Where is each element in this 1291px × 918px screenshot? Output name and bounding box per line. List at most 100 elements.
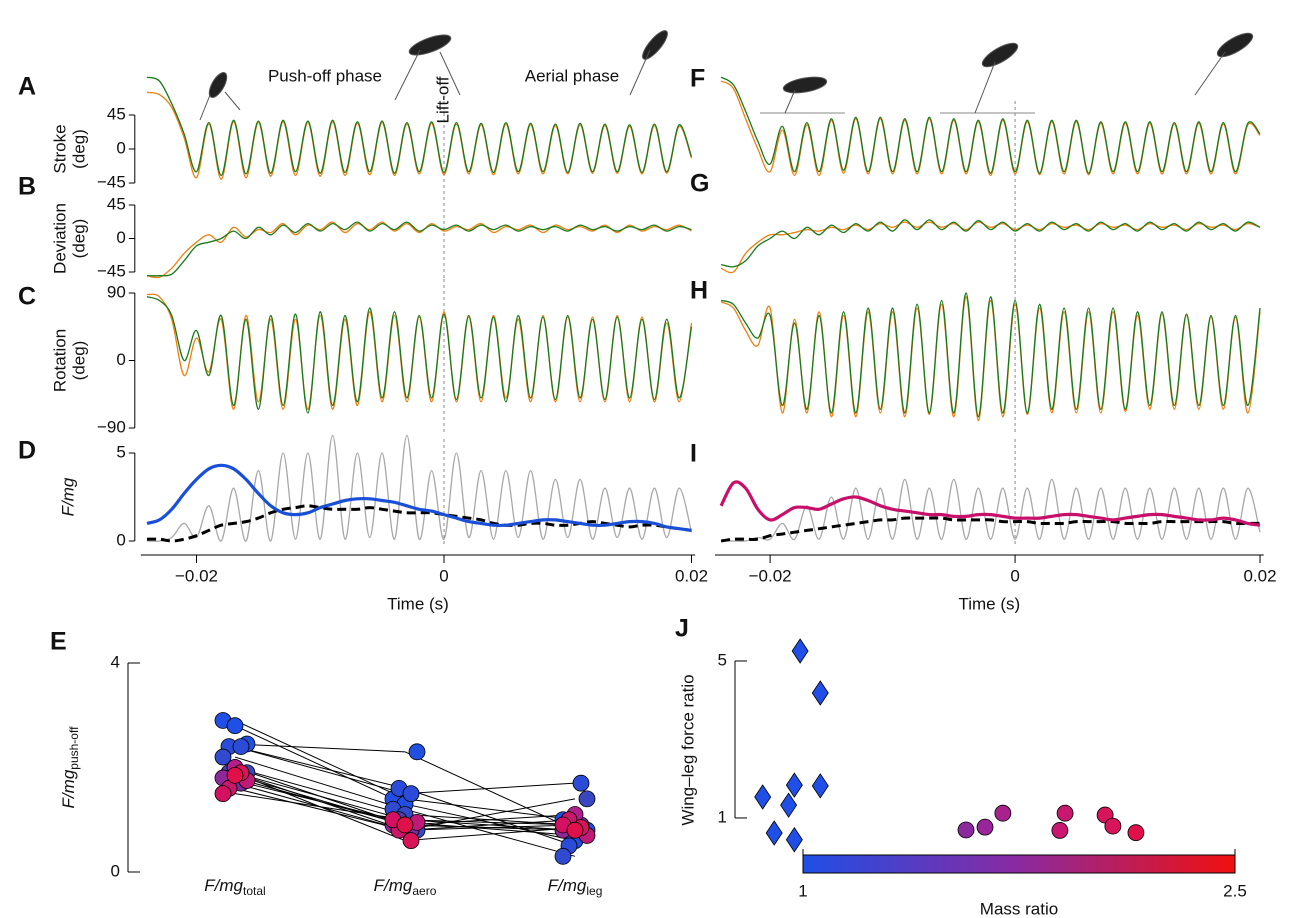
y-tick-label: 4 [111,652,120,671]
y-tick-label: 5 [718,650,727,669]
point [554,847,572,865]
panel-label: D [18,437,36,465]
x-tick-label-main: F/mg [204,876,243,895]
series-line [146,221,692,279]
colorbar-tick-label: 1 [798,881,807,900]
series-line [720,296,1261,422]
x-tick-label: −0.02 [175,566,218,585]
mosquito-leg [439,51,461,96]
point-diamond [754,784,772,810]
colorbar [802,854,1236,874]
y-tick-label: 0 [116,350,125,369]
series-line [720,516,1260,543]
series-line [720,219,1261,268]
point-diamond [811,773,829,799]
panel-label: C [18,283,36,311]
y-axis-label-main: F/mg [59,769,78,808]
y-tick-label: −45 [97,261,126,280]
point [566,821,584,839]
point [214,785,232,803]
y-tick-label: 0 [111,861,120,880]
x-tick-label-sub: leg [586,884,602,898]
panel-label: G [690,170,709,198]
series-line [146,76,693,177]
mosquito [408,34,452,56]
panel-label: J [675,615,689,643]
mosquito [642,30,668,60]
point [408,743,426,761]
y-axis-label: (deg) [69,129,88,169]
point-circle [957,821,975,839]
point [232,738,250,755]
point-diamond [811,680,829,706]
panel-label: H [690,277,708,305]
mosquito-leg [629,49,651,96]
mosquito [981,42,1019,68]
y-tick-label: 1 [718,807,727,826]
x-tick-label-sub: total [243,884,266,898]
point-diamond [780,792,798,818]
mosquito-leg [199,94,211,121]
point [572,774,590,792]
panel-label: B [18,173,36,201]
y-tick-label: 0 [116,138,125,157]
x-tick-label: F/mgaero [374,876,437,898]
point-circle [1051,822,1069,839]
x-tick-label: 0.02 [675,566,708,585]
series-line [146,434,693,542]
point-diamond [791,638,809,664]
y-axis-label: F/mgpush-off [59,726,81,809]
point [226,766,244,784]
y-axis-label-sub: push-off [67,726,81,770]
point-diamond [765,820,783,846]
mosquito-leg [1194,51,1226,96]
y-tick-label: 0 [116,530,125,549]
x-tick-label: 0 [439,566,448,585]
point [226,717,244,735]
y-axis-label: Rotation [50,329,69,392]
x-tick-label: −0.02 [749,566,792,585]
connector [234,743,576,831]
point [396,816,414,834]
panel-label: E [50,628,67,656]
panel-label: A [18,73,36,101]
colorbar-tick-label: 2.5 [1223,881,1247,900]
point [214,748,232,766]
y-axis-label: Deviation [50,203,69,274]
mosquito-leg [784,89,796,114]
y-tick-label: 0 [116,228,125,247]
series-line [720,76,1261,174]
x-tick-label-main: F/mg [374,876,413,895]
x-tick-label-main: F/mg [548,876,587,895]
x-tick-label: 0 [1010,566,1019,585]
y-axis-label: F/mg [58,477,77,516]
x-tick-label-sub: aero [412,884,436,898]
mosquito [1216,32,1254,58]
point-diamond [785,772,803,798]
colorbar-label: Mass ratio [980,899,1058,918]
x-tick-label: 0.02 [1243,566,1276,585]
point [402,832,420,850]
point-circle [1056,804,1074,822]
y-axis-label: (deg) [69,341,88,381]
series-line [146,504,692,543]
y-axis-label: Wing–leg force ratio [678,674,697,825]
series-line [146,296,693,414]
x-tick-label: F/mgleg [548,876,603,898]
point-diamond [785,827,803,853]
mosquito-illustrations [199,30,1254,121]
y-tick-label: 5 [116,442,125,461]
mosquito-leg [974,61,996,114]
series-line [146,293,693,410]
annotation: Lift-off [433,76,452,123]
y-tick-label: 90 [107,282,126,301]
series-line [719,480,1261,527]
x-axis-label: Time (s) [958,594,1020,613]
point-circle [994,804,1012,822]
point [402,785,420,803]
y-tick-label: −45 [97,172,126,191]
point-circle [1127,824,1145,842]
y-tick-label: −90 [97,417,126,436]
series-line [720,80,1261,177]
